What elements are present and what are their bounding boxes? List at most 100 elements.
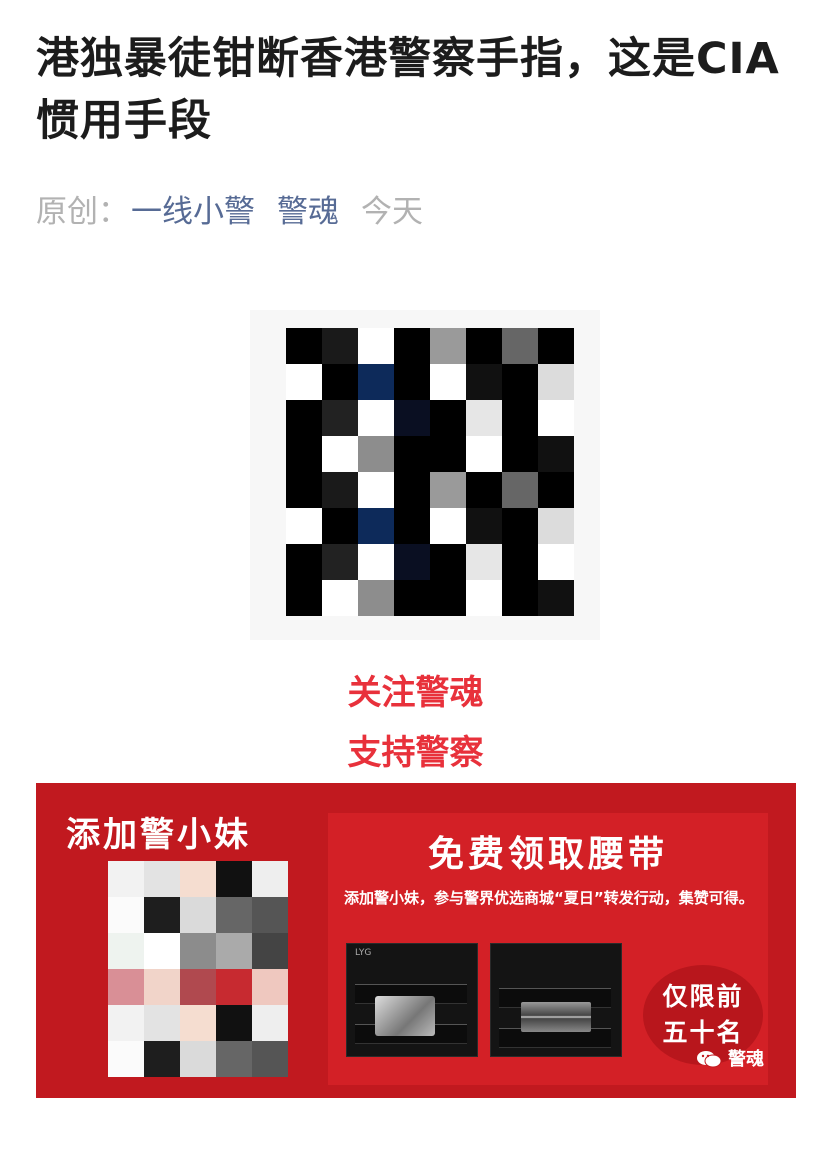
qr-mosaic-block xyxy=(144,1041,180,1077)
qr-mosaic-block xyxy=(502,472,538,508)
support-text: 支持警察 xyxy=(347,733,484,773)
qr-mosaic-block xyxy=(216,1041,252,1077)
publish-date: 今天 xyxy=(361,194,423,230)
qr-mosaic-block xyxy=(286,328,322,364)
qr-mosaic-block xyxy=(538,544,574,580)
qr-mosaic-block xyxy=(394,580,430,616)
meta-prefix: 原创： xyxy=(36,194,129,230)
qr-mosaic-block xyxy=(538,580,574,616)
qr-mosaic-block xyxy=(430,328,466,364)
belt-buckle xyxy=(375,996,435,1036)
promo-panel: 免费领取腰带 添加警小妹，参与警界优选商城“夏日”转发行动，集赞可得。 LYG … xyxy=(328,813,768,1085)
banner-left-title: 添加警小妹 xyxy=(66,815,251,855)
article-title: 港独暴徒钳断香港警察手指，这是CIA惯用手段 xyxy=(36,34,780,146)
qr-mosaic-block xyxy=(108,1041,144,1077)
qr-mosaic-block xyxy=(216,861,252,897)
badge-line-2: 五十名 xyxy=(662,1018,744,1047)
qr-mosaic-block xyxy=(430,580,466,616)
qr-mosaic-block xyxy=(286,436,322,472)
qr-mosaic-block xyxy=(286,580,322,616)
qr-mosaic-block xyxy=(144,897,180,933)
promo-title: 免费领取腰带 xyxy=(427,834,668,875)
article-meta: 原创：一线小警 警魂 今天 xyxy=(36,192,423,232)
qr-mosaic-block xyxy=(358,400,394,436)
qr-mosaic-block xyxy=(286,364,322,400)
qr-mosaic-block xyxy=(108,861,144,897)
qr-mosaic-block xyxy=(252,1041,288,1077)
qr-mosaic-block xyxy=(322,400,358,436)
qr-mosaic-block xyxy=(394,400,430,436)
qr-mosaic-block xyxy=(216,1005,252,1041)
promo-banner[interactable]: 添加警小妹 免费领取腰带 添加警小妹，参与警界优选商城“夏日”转发行动，集赞可得… xyxy=(36,783,796,1098)
qr-mosaic-block xyxy=(466,580,502,616)
qr-mosaic-block xyxy=(538,328,574,364)
qr-mosaic-block xyxy=(108,897,144,933)
qr-mosaic-block xyxy=(502,508,538,544)
qr-mosaic-block xyxy=(430,544,466,580)
qr-mosaic-block xyxy=(538,472,574,508)
qr-mosaic-block xyxy=(394,436,430,472)
qr-mosaic-block xyxy=(466,472,502,508)
qr-mosaic-block xyxy=(180,861,216,897)
limited-badge: 仅限前 五十名 xyxy=(643,965,763,1065)
qr-mosaic-block xyxy=(216,969,252,1005)
qr-mosaic-block xyxy=(538,364,574,400)
qr-mosaic-block xyxy=(286,400,322,436)
qr-mosaic-block xyxy=(322,436,358,472)
qr-mosaic-block xyxy=(358,436,394,472)
qr-mosaic-block xyxy=(502,436,538,472)
qr-mosaic-block xyxy=(394,544,430,580)
qr-mosaic-block xyxy=(502,580,538,616)
qr-mosaic-block xyxy=(502,544,538,580)
promo-description: 添加警小妹，参与警界优选商城“夏日”转发行动，集赞可得。 xyxy=(344,889,754,907)
belt-photo-2 xyxy=(490,943,622,1057)
qr-mosaic-block xyxy=(216,897,252,933)
brand-name: 警魂 xyxy=(728,1049,764,1070)
qr-mosaic-block xyxy=(430,400,466,436)
qr-mosaic-block xyxy=(180,897,216,933)
qr-mosaic-block xyxy=(538,508,574,544)
qr-code-image[interactable] xyxy=(250,310,600,640)
qr-mosaic-block xyxy=(322,580,358,616)
qr-mosaic-block xyxy=(538,400,574,436)
banner-brand: 警魂 xyxy=(696,1045,764,1071)
qr-mosaic-block xyxy=(322,328,358,364)
qr-mosaic-block xyxy=(394,508,430,544)
qr-mosaic-block xyxy=(430,508,466,544)
belt-photo-caption: LYG xyxy=(355,948,372,958)
qr-mosaic-block xyxy=(466,436,502,472)
belt-buckle xyxy=(521,1002,591,1032)
account-link[interactable]: 警魂 xyxy=(277,194,339,230)
author-link[interactable]: 一线小警 xyxy=(131,194,255,230)
qr-mosaic-block xyxy=(108,1005,144,1041)
qr-mosaic-block xyxy=(358,544,394,580)
qr-mosaic-block xyxy=(216,933,252,969)
qr-mosaic-block xyxy=(466,544,502,580)
qr-mosaic-block xyxy=(322,364,358,400)
qr-mosaic-block xyxy=(252,969,288,1005)
qr-mosaic-block xyxy=(430,472,466,508)
qr-mosaic-block xyxy=(538,436,574,472)
qr-mosaic-block xyxy=(180,933,216,969)
qr-mosaic-block xyxy=(394,328,430,364)
qr-mosaic-block xyxy=(108,933,144,969)
qr-mosaic-block xyxy=(466,400,502,436)
qr-mosaic-block xyxy=(430,436,466,472)
qr-mosaic-block xyxy=(358,364,394,400)
qr-mosaic-block xyxy=(466,508,502,544)
qr-mosaic-block xyxy=(180,969,216,1005)
qr-mosaic-block xyxy=(322,508,358,544)
qr-mosaic-block xyxy=(252,1005,288,1041)
qr-mosaic-block xyxy=(466,364,502,400)
badge-line-1: 仅限前 xyxy=(662,982,744,1011)
qr-mosaic-block xyxy=(502,364,538,400)
wechat-icon xyxy=(697,1051,722,1068)
qr-mosaic-block xyxy=(144,933,180,969)
qr-mosaic-block xyxy=(286,472,322,508)
qr-mosaic-block xyxy=(394,364,430,400)
qr-mosaic-block xyxy=(252,933,288,969)
qr-mosaic-block xyxy=(286,508,322,544)
qr-mosaic-block xyxy=(252,861,288,897)
qr-mosaic-block xyxy=(108,969,144,1005)
qr-mosaic-block xyxy=(358,508,394,544)
